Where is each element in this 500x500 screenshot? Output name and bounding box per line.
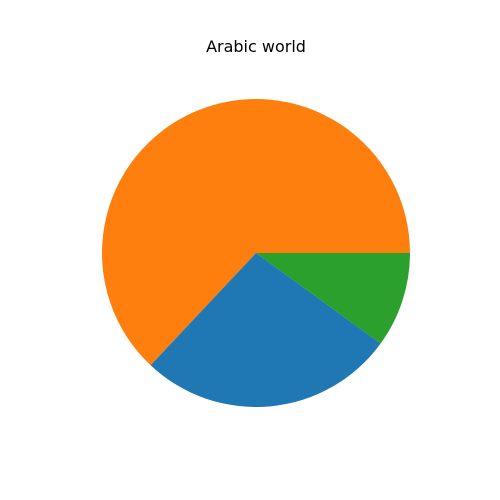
chart-title: Arabic world (206, 37, 306, 56)
pie-slices (102, 99, 410, 407)
